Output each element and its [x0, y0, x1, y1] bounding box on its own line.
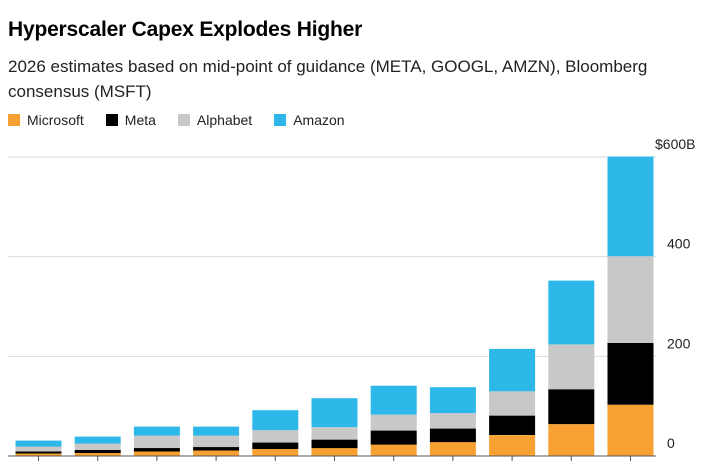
bar-segment-amazon — [252, 410, 299, 431]
bar-segment-meta — [489, 415, 536, 435]
bar-segment-microsoft — [252, 449, 299, 456]
bar-segment-microsoft — [193, 450, 240, 456]
y-tick-label: 0 — [667, 435, 675, 451]
legend-swatch-alphabet — [177, 114, 190, 126]
bar-segment-microsoft — [548, 424, 595, 456]
bar-segment-alphabet — [607, 256, 654, 343]
bar-segment-amazon — [370, 385, 417, 415]
legend-label-alphabet: Alphabet — [196, 112, 253, 128]
bar-segment-alphabet — [193, 435, 240, 448]
bar-segment-meta — [607, 342, 654, 405]
bar-segment-meta — [252, 442, 299, 449]
bar-segment-amazon — [311, 398, 358, 428]
legend-swatch-amazon — [274, 114, 287, 126]
bar-segment-microsoft — [74, 453, 121, 456]
bar-segment-alphabet — [15, 446, 62, 452]
bar-segment-meta — [193, 447, 240, 451]
bar-segment-alphabet — [489, 391, 536, 416]
bar-segment-alphabet — [311, 427, 358, 440]
bar-segment-meta — [548, 389, 595, 425]
chart-legend: Microsoft Meta Alphabet Amazon — [8, 112, 367, 128]
bar-segment-alphabet — [429, 413, 476, 429]
legend-item-alphabet: Alphabet — [177, 112, 253, 128]
legend-swatch-microsoft — [8, 114, 20, 126]
bar-segment-alphabet — [370, 414, 417, 431]
bar-segment-microsoft — [133, 451, 180, 456]
bar-segment-microsoft — [429, 442, 476, 456]
legend-label-microsoft: Microsoft — [27, 112, 84, 128]
chart-subtitle: 2026 estimates based on mid-point of gui… — [8, 57, 648, 101]
bar-segment-meta — [311, 439, 358, 449]
bar-segment-amazon — [15, 440, 62, 447]
bar-segment-microsoft — [607, 404, 654, 456]
bar-segment-microsoft — [15, 453, 62, 456]
legend-item-amazon: Amazon — [274, 112, 345, 128]
bar-segment-amazon — [429, 387, 476, 414]
bar-segment-meta — [133, 448, 180, 452]
y-tick-label: 200 — [667, 335, 691, 351]
legend-label-meta: Meta — [124, 112, 156, 128]
bar-segment-microsoft — [311, 448, 358, 456]
bar-segment-amazon — [74, 436, 121, 444]
chart-title: Hyperscaler Capex Explodes Higher — [8, 18, 363, 41]
bar-segment-amazon — [193, 426, 240, 436]
bar-segment-amazon — [607, 156, 654, 257]
legend-item-microsoft: Microsoft — [8, 112, 84, 128]
legend-item-meta: Meta — [105, 112, 156, 128]
bar-segment-alphabet — [74, 443, 121, 450]
bar-segment-microsoft — [489, 435, 536, 456]
bar-segment-alphabet — [133, 435, 180, 449]
bar-segment-alphabet — [252, 430, 299, 443]
y-tick-label: $600B — [655, 136, 695, 152]
bar-segment-meta — [74, 450, 121, 453]
legend-label-amazon: Amazon — [293, 112, 345, 128]
bar-segment-microsoft — [370, 444, 417, 456]
bar-segment-amazon — [489, 348, 536, 392]
bar-segment-meta — [370, 430, 417, 445]
bar-segment-amazon — [548, 280, 595, 345]
bar-segment-meta — [429, 428, 476, 443]
bar-segment-alphabet — [548, 344, 595, 390]
legend-swatch-meta — [105, 114, 118, 126]
y-tick-label: 400 — [667, 236, 691, 252]
bar-segment-meta — [15, 451, 62, 454]
bar-segment-amazon — [133, 426, 180, 436]
